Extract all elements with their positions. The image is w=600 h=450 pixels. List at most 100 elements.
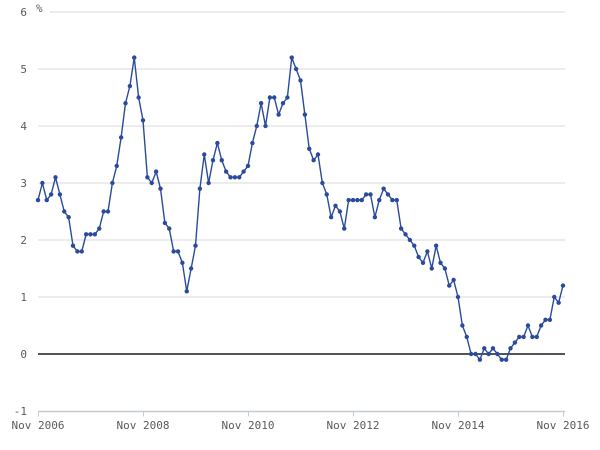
data-point — [127, 83, 133, 89]
data-point — [503, 357, 509, 362]
data-point — [263, 123, 268, 129]
data-point — [477, 357, 483, 362]
data-point — [285, 95, 290, 100]
y-axis-tick-label: 4 — [20, 120, 27, 133]
data-point — [171, 249, 176, 254]
data-point — [105, 209, 111, 214]
data-point — [202, 152, 207, 157]
data-point — [149, 180, 154, 186]
data-point — [416, 254, 421, 260]
y-axis-tick-label: -1 — [14, 405, 27, 418]
data-point — [412, 243, 417, 248]
x-axis-tick-label: Nov 2010 — [222, 419, 275, 432]
data-point — [79, 249, 84, 254]
data-point — [394, 197, 399, 203]
data-point — [464, 334, 469, 340]
data-point — [184, 289, 189, 294]
data-point — [280, 101, 286, 106]
data-point — [66, 215, 71, 220]
data-point — [333, 203, 338, 208]
data-point — [560, 283, 566, 288]
data-point — [521, 334, 526, 340]
data-point — [188, 266, 194, 271]
data-point — [328, 215, 334, 220]
data-point — [53, 175, 58, 180]
data-point — [324, 192, 329, 197]
data-point — [473, 351, 478, 357]
data-point — [315, 152, 321, 157]
y-axis-tick-label: 5 — [20, 63, 27, 76]
data-point — [337, 209, 343, 214]
data-point — [180, 260, 185, 265]
data-point — [552, 294, 557, 300]
data-point — [342, 226, 347, 231]
data-point — [482, 346, 487, 351]
data-point — [512, 340, 518, 345]
data-point — [136, 95, 141, 100]
data-point — [311, 158, 316, 163]
data-point — [307, 146, 312, 151]
data-point — [62, 209, 67, 214]
data-point — [48, 192, 54, 197]
data-point — [289, 55, 294, 60]
data-point — [123, 101, 128, 106]
y-axis-tick-label: 6 — [20, 6, 27, 19]
data-point — [193, 243, 198, 248]
data-point — [101, 209, 106, 214]
data-point — [355, 197, 360, 203]
data-point — [250, 140, 255, 146]
data-point — [298, 78, 303, 83]
data-point — [92, 232, 98, 237]
data-point — [425, 249, 430, 254]
data-point — [429, 266, 434, 271]
y-axis-tick-label: 3 — [20, 177, 27, 190]
data-point — [455, 294, 461, 300]
data-point — [237, 175, 242, 180]
data-point — [556, 300, 561, 305]
data-point — [70, 243, 76, 248]
y-axis-tick-label: 2 — [20, 234, 27, 247]
data-point — [258, 101, 264, 106]
data-point — [245, 163, 251, 169]
data-point — [57, 192, 63, 197]
data-point — [538, 323, 544, 328]
x-axis-tick-label: Nov 2016 — [537, 419, 590, 432]
data-point — [140, 118, 146, 123]
data-point — [241, 169, 246, 174]
data-point — [88, 232, 93, 237]
data-point — [210, 158, 216, 163]
data-point — [197, 186, 203, 191]
x-axis-tick-label: Nov 2014 — [432, 419, 485, 432]
data-point — [346, 197, 351, 203]
data-point — [547, 317, 553, 322]
data-point — [145, 175, 150, 180]
data-point — [525, 323, 531, 328]
data-point — [495, 351, 500, 357]
data-point — [486, 351, 491, 357]
y-axis-unit-label: % — [36, 2, 43, 15]
data-point — [167, 226, 172, 231]
data-point — [350, 197, 356, 203]
data-point — [44, 197, 49, 203]
data-point — [381, 186, 386, 191]
y-axis-tick-label: 1 — [20, 291, 27, 304]
data-point — [359, 197, 364, 203]
data-point — [118, 135, 124, 140]
data-point — [490, 346, 496, 351]
data-point — [508, 346, 513, 351]
data-point — [132, 55, 137, 60]
data-point — [468, 351, 474, 357]
data-point — [403, 232, 408, 237]
data-point — [228, 175, 233, 180]
data-point — [372, 215, 378, 220]
data-point — [438, 260, 443, 265]
data-point — [530, 334, 535, 340]
data-point — [40, 180, 45, 186]
data-point — [35, 197, 41, 203]
data-point — [206, 180, 211, 186]
x-axis-tick-label: Nov 2008 — [117, 419, 170, 432]
data-point — [114, 163, 119, 169]
